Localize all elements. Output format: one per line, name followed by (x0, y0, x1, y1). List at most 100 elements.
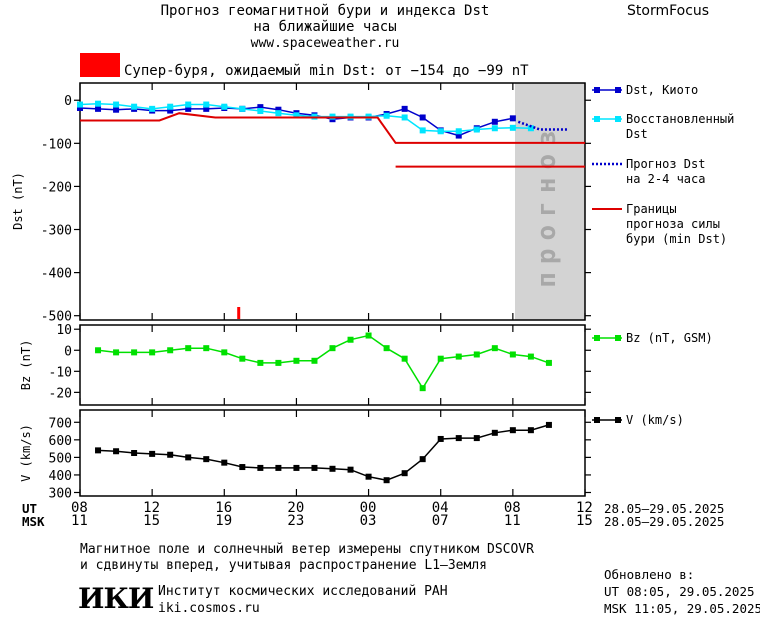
series-point (491, 125, 498, 132)
institute-name: Институт космических исследований РАН (158, 584, 448, 599)
legend-marks (592, 87, 622, 423)
series-point (401, 355, 408, 362)
y-tick-label: 0 (64, 94, 72, 109)
series-point (365, 332, 372, 339)
series-point (113, 349, 120, 356)
series-point (509, 124, 516, 131)
series-point (473, 435, 480, 442)
series-point (257, 464, 264, 471)
series-point (311, 464, 318, 471)
series-point (293, 112, 300, 119)
dst-series (77, 100, 585, 168)
series-point (131, 103, 138, 110)
series-point (419, 114, 426, 121)
series-point (167, 107, 174, 114)
series-point (275, 110, 282, 117)
series-point (509, 351, 516, 358)
legend-forecast: Прогноз Dst на 2-4 часа (626, 157, 705, 187)
series-point (77, 104, 83, 111)
series-point (437, 128, 444, 135)
y-tick-label: 700 (49, 416, 72, 431)
series-point (257, 359, 264, 366)
ut-range: 28.05–29.05.2025 (604, 501, 725, 516)
series-point (473, 351, 480, 358)
series-point (275, 359, 282, 366)
series-point (203, 345, 210, 352)
series-point (455, 353, 462, 360)
series-point (455, 132, 462, 139)
series-point (95, 105, 102, 112)
y-tick-label: 600 (49, 434, 72, 449)
dst-frame (79, 82, 586, 321)
series-point (455, 128, 462, 135)
time-tick-label: 12 (143, 500, 160, 516)
updated-ut: UT 08:05, 29.05.2025 (604, 584, 755, 599)
series-point (185, 345, 192, 352)
series-point (185, 454, 192, 461)
bz-y-ticks: 10 0 -10 -20 (49, 323, 591, 401)
updated-label: Обновлено в: (604, 567, 695, 582)
series-point (185, 105, 192, 112)
msk-label: MSK (22, 514, 45, 529)
series-point (95, 347, 102, 354)
time-tick-label: 00 (359, 500, 377, 516)
dst-y-ticks: 0 -100 -200 -300 -400 -500 (41, 94, 591, 325)
series-point (455, 435, 462, 442)
footer-note-2: и сдвинуты вперед, учитывая распростране… (80, 558, 487, 573)
series-point (419, 385, 426, 392)
series-line (80, 112, 585, 144)
page-title: Прогноз геомагнитной бури и индекса Dst (160, 3, 490, 19)
legend-forecast-line1: Прогноз Dst (626, 157, 706, 171)
y-tick-label: -10 (49, 365, 72, 380)
time-tick-label: 07 (431, 513, 449, 529)
ut-label: UT (22, 501, 38, 516)
legend-v: V (km/s) (626, 413, 684, 427)
legend-dst-restored: Восстановленный Dst (626, 112, 734, 142)
series-point (365, 473, 372, 480)
series-point (419, 127, 426, 134)
time-tick-label: 11 (503, 513, 521, 529)
series-point (203, 101, 210, 108)
time-tick-label: 15 (576, 513, 593, 529)
series-line (97, 424, 550, 481)
time-tick-label: 20 (287, 500, 305, 516)
v-panel: 700 600 500 400 300 V (km/s) (19, 409, 591, 501)
site-url[interactable]: www.spaceweather.ru (250, 36, 400, 51)
time-tick-label: 03 (359, 513, 377, 529)
series-point (113, 101, 120, 108)
series-point (77, 101, 83, 108)
series-point (401, 470, 408, 477)
legend-bounds-line2: прогноза силы (626, 217, 720, 231)
legend-bounds-line1: Границы (626, 202, 677, 216)
brand-name: StormFocus (627, 3, 710, 19)
footer-note-1: Магнитное поле и солнечный ветер измерен… (80, 542, 534, 557)
v-frame (79, 409, 586, 497)
time-tick-label: 12 (576, 500, 593, 516)
series-point (221, 349, 228, 356)
dst-x-ticks (79, 83, 586, 320)
series-point (509, 115, 516, 122)
series-point (383, 112, 390, 119)
v-ylabel: V (km/s) (19, 424, 33, 482)
time-tick-label: 19 (215, 513, 233, 529)
series-point (545, 421, 552, 428)
series-point (347, 336, 354, 343)
series-point (383, 345, 390, 352)
bz-frame (79, 324, 586, 406)
v-y-ticks: 700 600 500 400 300 (49, 416, 591, 501)
series-point (95, 100, 102, 107)
time-tick-label: 23 (287, 513, 305, 529)
institute-site[interactable]: iki.cosmos.ru (158, 601, 260, 616)
series-point (419, 456, 426, 463)
y-tick-label: 500 (49, 451, 72, 466)
series-point (401, 114, 408, 121)
y-tick-label: -500 (41, 310, 72, 325)
bz-x-ticks (79, 325, 586, 405)
series-point (239, 464, 246, 471)
series-point (275, 464, 282, 471)
series-point (149, 105, 156, 112)
series-point (473, 126, 480, 133)
series-point (347, 466, 354, 473)
v-series (95, 421, 552, 484)
forecast-region (515, 83, 585, 320)
